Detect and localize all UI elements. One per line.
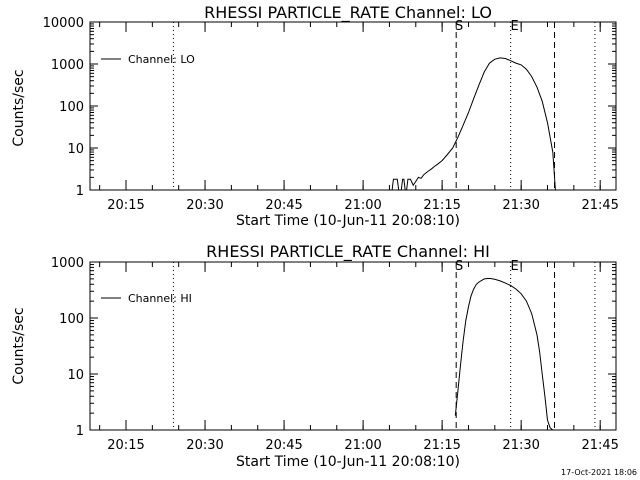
- hi-x-tick-label: 20:30: [186, 438, 223, 453]
- lo-series-line: [391, 57, 556, 191]
- lo-x-tick-label: 21:15: [423, 198, 460, 213]
- hi-x-tick-label: 21:30: [502, 438, 539, 453]
- hi-x-tick-label: 21:15: [423, 438, 460, 453]
- lo-chart-title: RHESSI PARTICLE_RATE Channel: LO: [204, 3, 492, 23]
- hi-marker-label: S: [455, 259, 463, 274]
- lo-axes: 1 10 100 1000 10000 20:15 20:30 20:45 21:00 21:15…: [43, 16, 619, 213]
- lo-y-axis-label: Counts/sec: [11, 69, 27, 146]
- lo-x-tick-label: 20:45: [265, 198, 302, 213]
- generation-timestamp: 17-Oct-2021 18:06: [561, 468, 637, 477]
- hi-marker-label: E: [511, 259, 519, 274]
- hi-legend-label: Channel: HI: [128, 292, 192, 305]
- hi-y-tick-label: 10: [67, 368, 84, 383]
- lo-marker-label: E: [511, 19, 519, 34]
- lo-x-tick-label: 21:30: [502, 198, 539, 213]
- hi-x-tick-label: 20:15: [107, 438, 144, 453]
- hi-y-tick-label: 1: [76, 424, 84, 439]
- lo-x-axis-label: Start Time (10-Jun-11 20:08:10): [236, 213, 460, 229]
- hi-axes: 1 10 100 1000 20:15 20:30 20:45 21:00 21:15 21:30…: [51, 256, 619, 453]
- lo-y-tick-label: 10000: [43, 16, 84, 31]
- lo-plot-frame: [89, 21, 617, 191]
- lo-x-tick-label: 20:15: [107, 198, 144, 213]
- lo-y-tick-label: 1: [76, 184, 84, 199]
- lo-x-tick-label: 21:45: [581, 198, 618, 213]
- lo-y-tick-label: 100: [59, 100, 84, 115]
- lo-legend: Channel: LO: [101, 53, 195, 66]
- hi-x-tick-label: 21:00: [344, 438, 381, 453]
- hi-plot-frame: [89, 261, 617, 431]
- hi-x-tick-label: 21:45: [581, 438, 618, 453]
- hi-y-axis-label: Counts/sec: [11, 307, 27, 384]
- lo-marker-label: S: [455, 19, 463, 34]
- hi-x-tick-label: 20:45: [265, 438, 302, 453]
- hi-legend: Channel: HI: [101, 292, 192, 305]
- hi-series-line: [454, 277, 554, 431]
- lo-x-tick-label: 21:00: [344, 198, 381, 213]
- lo-x-tick-label: 20:30: [186, 198, 223, 213]
- hi-y-tick-label: 1000: [51, 256, 84, 271]
- hi-x-axis-label: Start Time (10-Jun-11 20:08:10): [236, 454, 460, 470]
- hi-panel: RHESSI PARTICLE_RATE Channel: HI 1101001…: [11, 242, 619, 470]
- lo-y-tick-label: 10: [67, 142, 84, 157]
- hi-y-tick-label: 100: [59, 312, 84, 327]
- lo-panel: RHESSI PARTICLE_RATE Channel: LO 1101001…: [11, 3, 619, 229]
- hi-chart-title: RHESSI PARTICLE_RATE Channel: HI: [206, 242, 490, 262]
- lo-legend-label: Channel: LO: [128, 53, 195, 66]
- lo-y-tick-label: 1000: [51, 58, 84, 73]
